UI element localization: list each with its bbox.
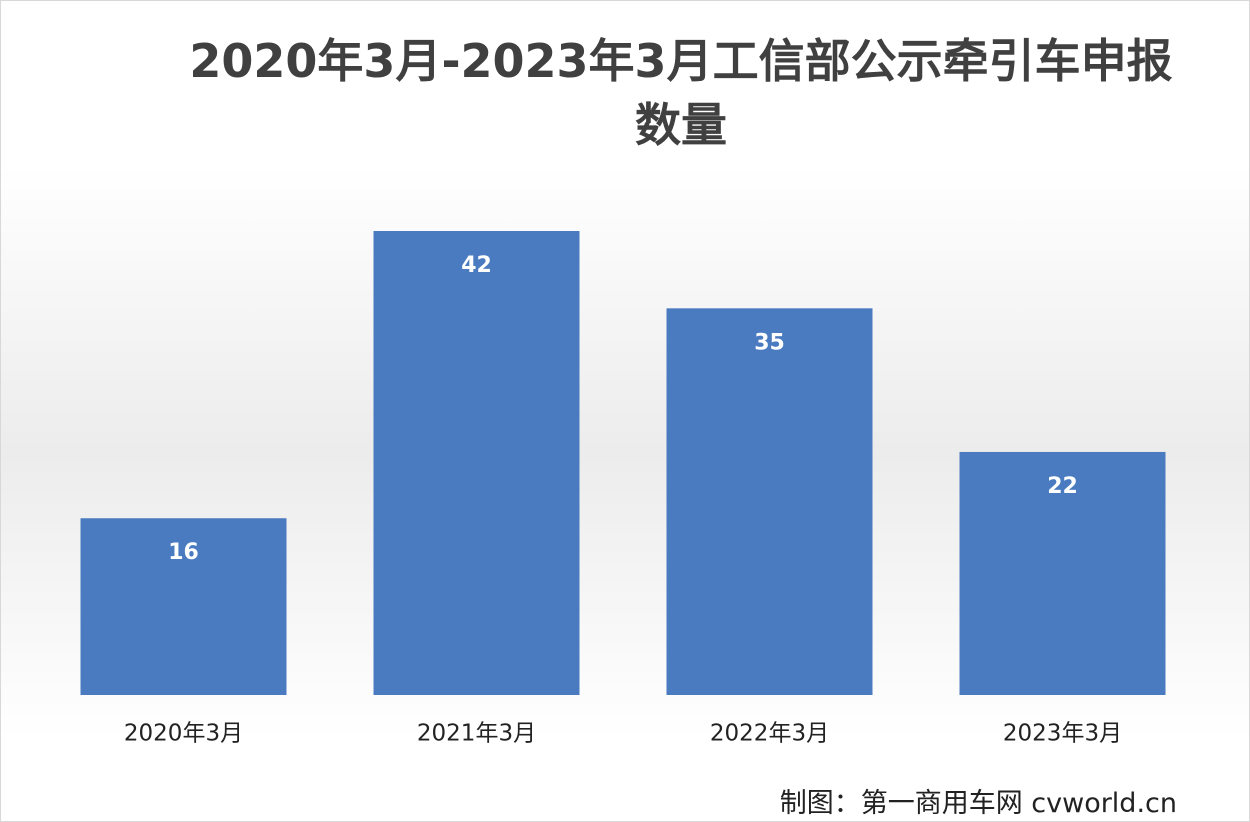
chart-title: 2020年3月-2023年3月工信部公示牵引车申报数量 [189,34,1173,152]
bar [959,451,1166,695]
source-note: 制图：第一商用车网 cvworld.cn [779,788,1177,819]
value-label: 42 [461,253,492,278]
bar [80,518,287,695]
x-tick-label: 2022年3月 [710,721,829,747]
bar [373,231,580,695]
x-tick-label: 2021年3月 [417,721,536,747]
bar [666,308,873,695]
value-label: 16 [168,540,199,565]
value-label: 35 [754,330,785,355]
value-label: 22 [1047,474,1078,499]
x-tick-label: 2020年3月 [124,721,243,747]
x-tick-label: 2023年3月 [1003,721,1122,747]
